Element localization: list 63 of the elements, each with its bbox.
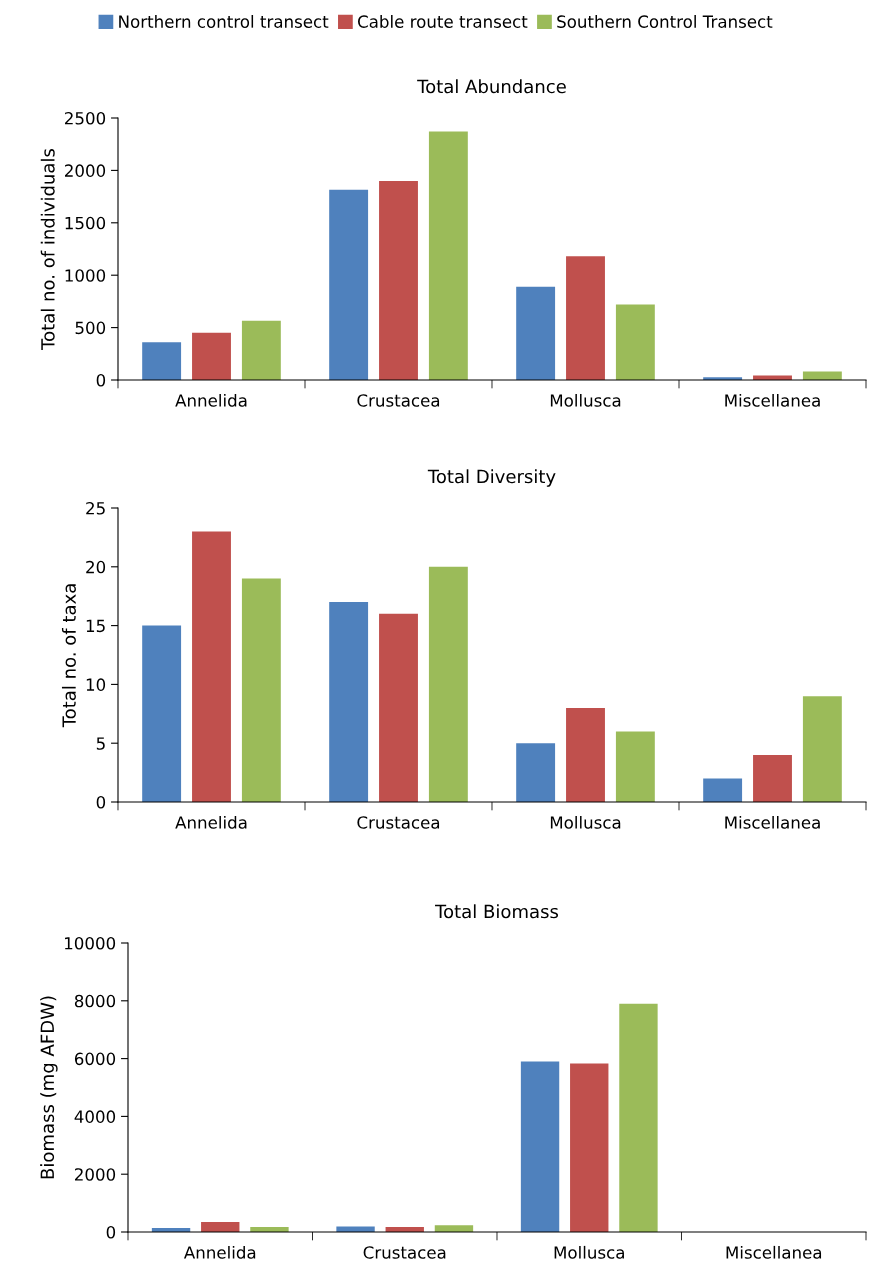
bar	[241, 320, 281, 380]
x-tick-label: Annelida	[175, 815, 247, 829]
y-tick-label: 15	[86, 619, 105, 633]
bar	[428, 566, 468, 802]
y-tick-label: 2500	[65, 111, 106, 125]
y-tick-label: 6000	[74, 1052, 116, 1066]
y-tick-label: 10000	[65, 936, 116, 950]
bar	[516, 743, 556, 802]
y-axis-title: Total no. of individuals	[40, 149, 55, 350]
y-tick-label: 10	[86, 678, 106, 691]
y-tick-label: 0	[96, 373, 106, 387]
y-axis-title: Biomass (mg AFDW)	[40, 996, 58, 1179]
x-tick-label: Annelida	[175, 393, 247, 407]
bar	[142, 625, 182, 802]
bar	[192, 531, 231, 802]
y-tick-label: 1000	[65, 269, 106, 282]
bar	[329, 602, 369, 802]
bar	[379, 180, 418, 380]
bar	[566, 256, 605, 380]
bar	[753, 754, 792, 802]
x-tick-label: Miscellanea	[725, 393, 820, 407]
y-tick-label: 20	[86, 560, 106, 574]
bar	[428, 131, 468, 380]
legend-label: Northern control transect	[119, 15, 329, 28]
y-tick-label: 0	[106, 1225, 116, 1239]
y-axis-title: Total no. of taxa	[61, 584, 76, 728]
bar	[566, 707, 605, 802]
bar	[570, 1063, 609, 1232]
legend-label: Cable route transect	[357, 15, 528, 28]
bar	[520, 1061, 560, 1232]
y-tick-label: 2000	[75, 1168, 116, 1181]
x-tick-label: Miscellanea	[725, 815, 820, 829]
x-tick-label: Mollusca	[554, 1245, 624, 1259]
chart-title: Total Diversity	[427, 469, 556, 487]
x-tick-label: Mollusca	[550, 393, 621, 407]
bar	[619, 1003, 658, 1232]
y-tick-label: 5	[96, 737, 105, 750]
bar	[329, 189, 369, 380]
bar	[516, 286, 556, 380]
legend-label: Southern Control Transect	[557, 15, 773, 28]
bar	[615, 304, 655, 380]
x-tick-label: Miscellanea	[726, 1245, 822, 1259]
bar	[703, 778, 743, 802]
chart-title: Total Abundance	[417, 79, 566, 94]
y-tick-label: 1500	[65, 216, 106, 230]
x-tick-label: Annelida	[183, 1245, 256, 1259]
bar	[802, 696, 842, 802]
x-tick-label: Crustacea	[363, 1246, 446, 1259]
y-tick-label: 4000	[74, 1110, 116, 1123]
x-tick-label: Crustacea	[357, 394, 440, 407]
y-tick-label: 0	[96, 795, 106, 809]
bar	[615, 731, 655, 802]
bar	[241, 578, 281, 802]
y-tick-label: 25	[86, 501, 105, 515]
bar	[142, 342, 182, 380]
bar	[192, 332, 231, 380]
y-tick-label: 2000	[65, 164, 106, 177]
x-tick-label: Mollusca	[550, 815, 621, 829]
y-tick-label: 500	[75, 321, 106, 335]
bar	[379, 613, 418, 802]
y-tick-label: 8000	[74, 994, 116, 1008]
chart-title: Total Biomass	[435, 904, 559, 919]
x-tick-label: Crustacea	[357, 816, 440, 829]
